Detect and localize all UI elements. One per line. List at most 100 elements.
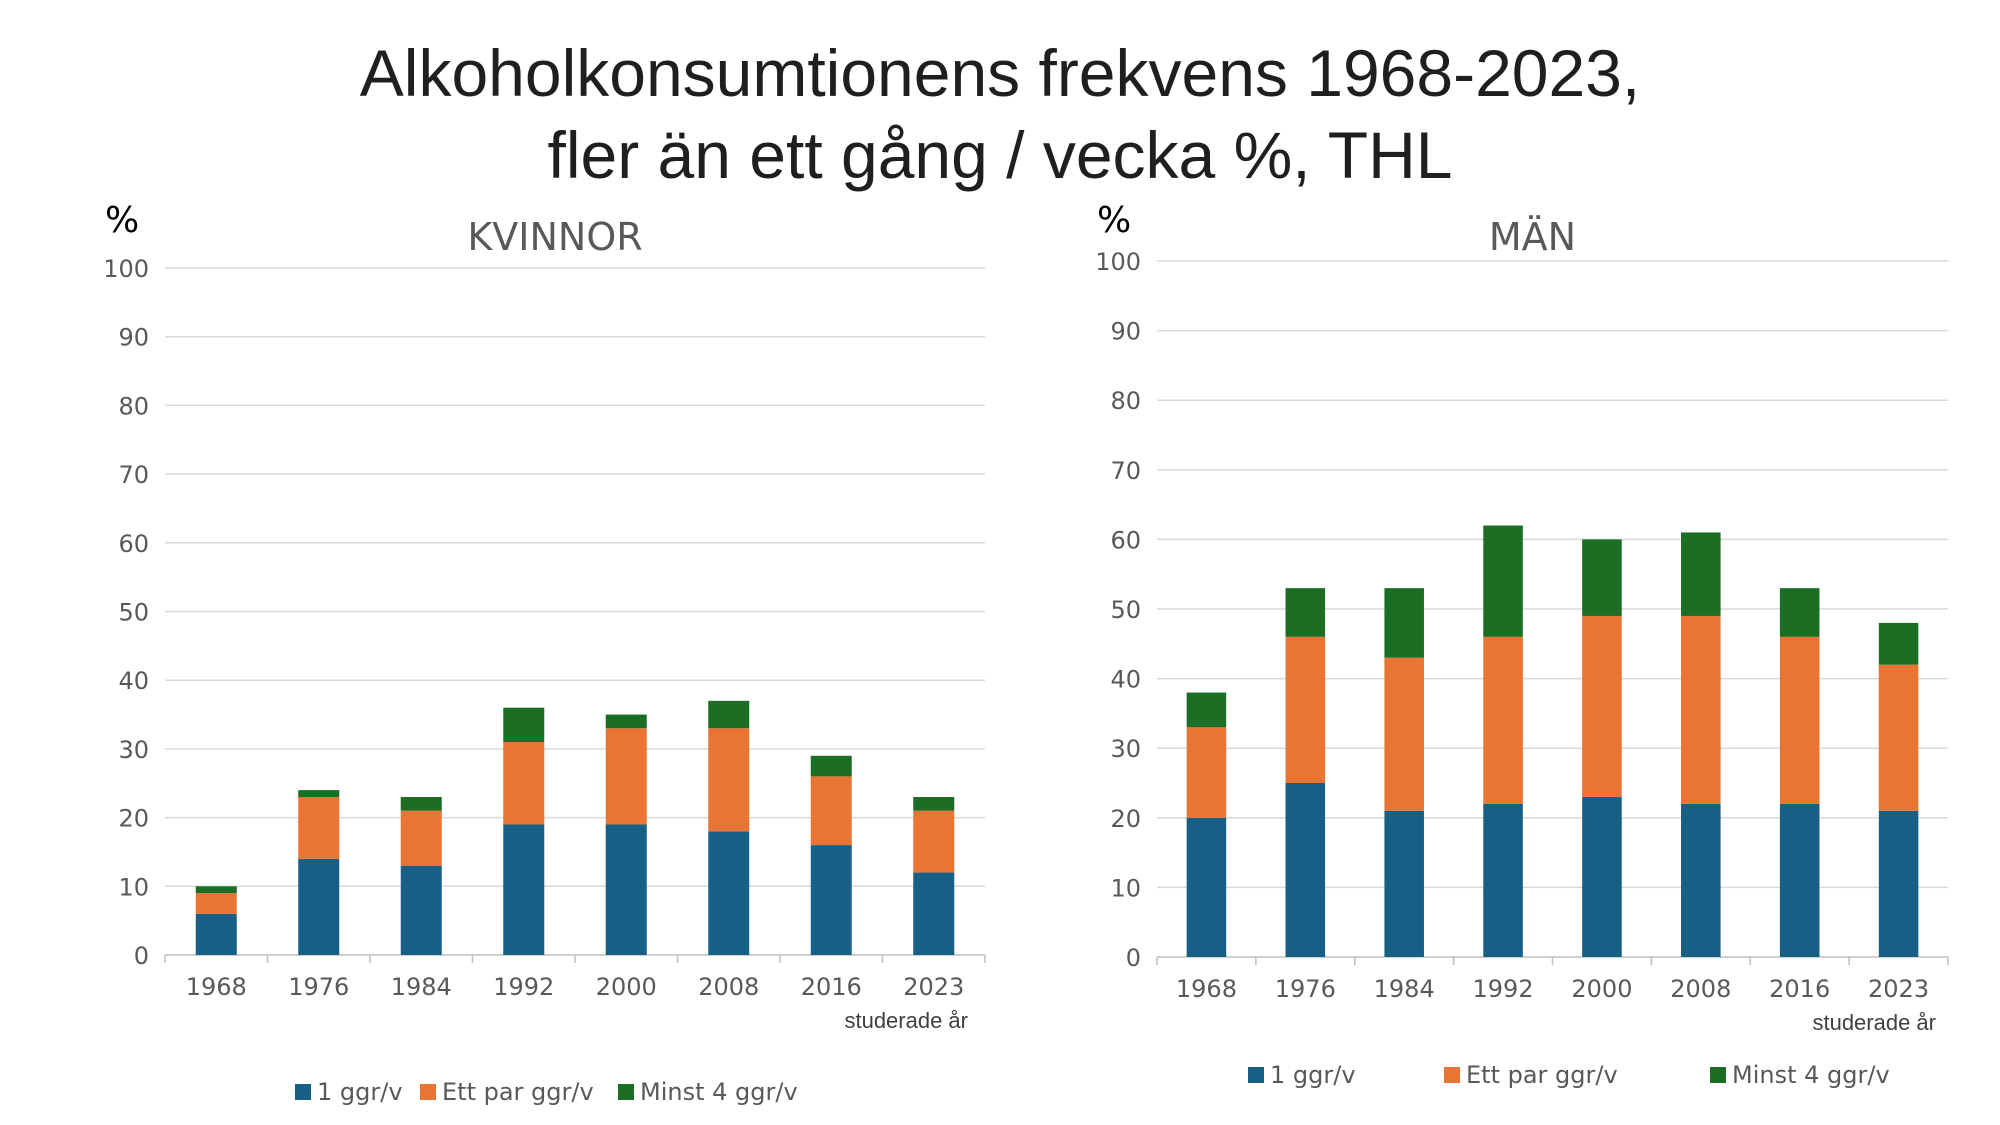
y-tick-label: 50: [1110, 596, 1141, 624]
y-tick-label: 70: [118, 461, 149, 489]
x-tick-label: 2016: [1769, 975, 1830, 1003]
bar-2023-series-1: [913, 872, 955, 955]
bar-1984-series-1: [400, 865, 442, 955]
y-tick-label: 70: [1110, 457, 1141, 485]
legend-label: Minst 4 ggr/v: [1732, 1061, 1890, 1089]
x-tick-label: 2016: [801, 973, 862, 1001]
y-tick-label: 50: [118, 599, 149, 627]
x-tick-label: 1984: [391, 973, 452, 1001]
bar-1968-series-2: [195, 893, 237, 914]
legend-label: 1 ggr/v: [1270, 1061, 1356, 1089]
bar-2016-series-3: [1779, 588, 1820, 637]
bar-1992-series-3: [503, 707, 545, 743]
x-tick-label: 1976: [1275, 975, 1336, 1003]
bar-1968-series-2: [1186, 727, 1227, 818]
x-tick-label: 1976: [288, 973, 349, 1001]
y-tick-label: 40: [118, 667, 149, 695]
x-tick-label: 2008: [698, 973, 759, 1001]
bar-1984-series-2: [1384, 657, 1424, 811]
bar-2000-series-3: [1582, 539, 1622, 616]
page-title: Alkoholkonsumtionens frekvens 1968-2023,…: [0, 32, 2000, 196]
bar-2016-series-2: [810, 776, 852, 846]
bar-1976-series-1: [1285, 783, 1326, 957]
y-tick-label: 20: [118, 805, 149, 833]
title-line-1: Alkoholkonsumtionens frekvens 1968-2023,: [359, 36, 1641, 110]
y-tick-label: 90: [1110, 318, 1141, 346]
bar-2016-series-2: [1779, 636, 1820, 804]
x-tick-label: 2008: [1670, 975, 1731, 1003]
bar-1968-series-3: [1186, 692, 1227, 728]
x-tick-label: 2000: [1571, 975, 1632, 1003]
legend-swatch: [295, 1084, 311, 1100]
bar-2023-series-2: [913, 810, 955, 873]
chart-title: KVINNOR: [467, 215, 642, 259]
bar-2008-series-1: [1681, 803, 1721, 957]
bar-1984-series-1: [1384, 810, 1424, 957]
y-tick-label: 100: [103, 255, 149, 283]
bar-1976-series-2: [298, 796, 340, 859]
y-tick-label: 80: [1110, 387, 1141, 415]
x-tick-label: 2023: [1868, 975, 1929, 1003]
x-tick-label: 1992: [493, 973, 554, 1001]
legend: 1 ggr/v Ett par ggr/v Minst 4 ggr/v: [1248, 1061, 1890, 1089]
legend-label: Minst 4 ggr/v: [640, 1078, 798, 1106]
legend-label: 1 ggr/v: [317, 1078, 403, 1106]
chart-man: 0 10 20 30 40 50 60 70 80 90 100 1968 1976 1984 1992 20…: [1095, 200, 1949, 1089]
bar-2023-series-2: [1878, 664, 1919, 811]
y-tick-label: 20: [1110, 805, 1141, 833]
bar-2000-series-3: [605, 714, 647, 729]
bar-1976-series-1: [298, 858, 340, 955]
bar-1984-series-2: [400, 810, 442, 866]
bar-2008-series-2: [1681, 615, 1721, 804]
x-tick-label: 1968: [1176, 975, 1237, 1003]
bar-2000-series-2: [1582, 615, 1622, 797]
y-tick-label: 0: [1126, 944, 1141, 972]
bar-2008-series-1: [708, 831, 750, 955]
legend-swatch: [1248, 1067, 1264, 1083]
y-tick-label: 30: [118, 736, 149, 764]
bar-2000-series-2: [605, 728, 647, 825]
bar-2023-series-3: [913, 796, 955, 811]
y-tick-label: 60: [118, 530, 149, 558]
bar-2008-series-3: [1681, 532, 1721, 616]
bar-1992-series-1: [503, 824, 545, 955]
bar-1992-series-2: [1483, 636, 1523, 804]
y-tick-label: 40: [1110, 666, 1141, 694]
legend-label: Ett par ggr/v: [442, 1078, 594, 1106]
legend-swatch: [420, 1084, 436, 1100]
x-tick-label: 2023: [903, 973, 964, 1001]
bar-2016-series-1: [1779, 803, 1820, 957]
y-tick-label: 60: [1110, 526, 1141, 554]
x-axis-title: studerade år: [844, 1008, 968, 1033]
y-unit-label: %: [105, 200, 139, 241]
y-tick-label: 100: [1095, 248, 1141, 276]
bar-2008-series-3: [708, 700, 750, 729]
bar-1984-series-3: [1384, 588, 1424, 658]
bar-1976-series-3: [298, 790, 340, 797]
bar-1992-series-3: [1483, 525, 1523, 637]
x-axis-title: studerade år: [1812, 1010, 1936, 1035]
bar-1968-series-3: [195, 886, 237, 894]
y-tick-label: 0: [134, 942, 149, 970]
x-tick-label: 1984: [1374, 975, 1435, 1003]
bar-1968-series-1: [1186, 817, 1227, 957]
bar-2016-series-3: [810, 755, 852, 777]
bar-1984-series-3: [400, 796, 442, 811]
chart-title: MÄN: [1489, 215, 1576, 259]
bar-1976-series-2: [1285, 636, 1326, 783]
legend-swatch: [1710, 1067, 1726, 1083]
y-unit-label: %: [1097, 200, 1131, 241]
bar-2023-series-1: [1878, 810, 1919, 957]
legend: 1 ggr/v Ett par ggr/v Minst 4 ggr/v: [295, 1078, 798, 1106]
bar-1992-series-1: [1483, 803, 1523, 957]
x-tick-label: 1992: [1473, 975, 1534, 1003]
y-tick-label: 30: [1110, 735, 1141, 763]
y-tick-label: 80: [118, 392, 149, 420]
chart-kvinnor: 0 10 20 30 40 50 60 70 80 90 100 1968 1976 1984 1992 20…: [103, 200, 986, 1106]
legend-swatch: [618, 1084, 634, 1100]
title-line-2: fler än ett gång / vecka %, THL: [547, 118, 1453, 192]
x-tick-label: 2000: [596, 973, 657, 1001]
bar-1976-series-3: [1285, 588, 1326, 637]
y-tick-label: 10: [118, 873, 149, 901]
